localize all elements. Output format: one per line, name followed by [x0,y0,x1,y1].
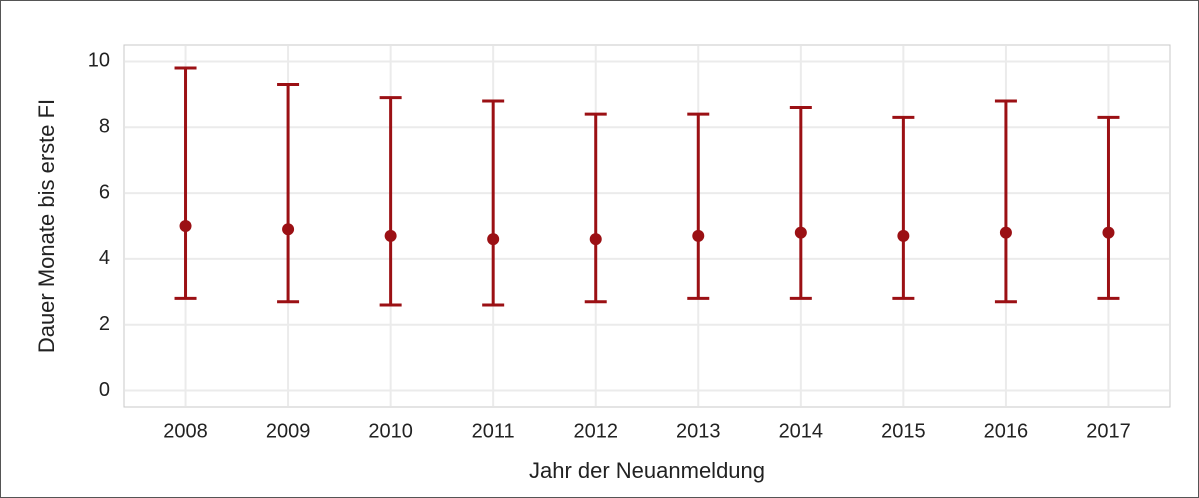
point [692,229,705,242]
point [1102,226,1115,239]
x-tick-label: 2015 [881,420,926,442]
point [282,223,295,236]
x-tick-label: 2014 [779,420,824,442]
y-tick-label: 8 [99,116,110,138]
point [897,229,910,242]
y-tick-label: 4 [99,247,110,269]
x-tick-label: 2008 [163,420,208,442]
x-tick-label: 2012 [573,420,618,442]
y-tick-label: 10 [88,50,110,72]
point [794,226,807,239]
panel [123,44,1171,408]
point [179,220,192,232]
y-tick-label: 2 [99,313,110,335]
x-tick-label: 2009 [266,420,311,442]
point [384,229,397,242]
x-tick-label: 2016 [984,420,1029,442]
x-axis-title: Jahr der Neuanmeldung [529,458,765,483]
x-tick-label: 2013 [676,420,721,442]
point [487,233,500,246]
y-axis-title: Dauer Monate bis erste FI [34,99,59,353]
x-tick-label: 2010 [368,420,413,442]
y-tick-label: 6 [99,181,110,203]
point [999,226,1012,239]
x-tick-label: 2017 [1086,420,1131,442]
point [589,233,602,246]
y-tick-label: 0 [99,379,110,401]
x-tick-label: 2011 [472,420,515,442]
